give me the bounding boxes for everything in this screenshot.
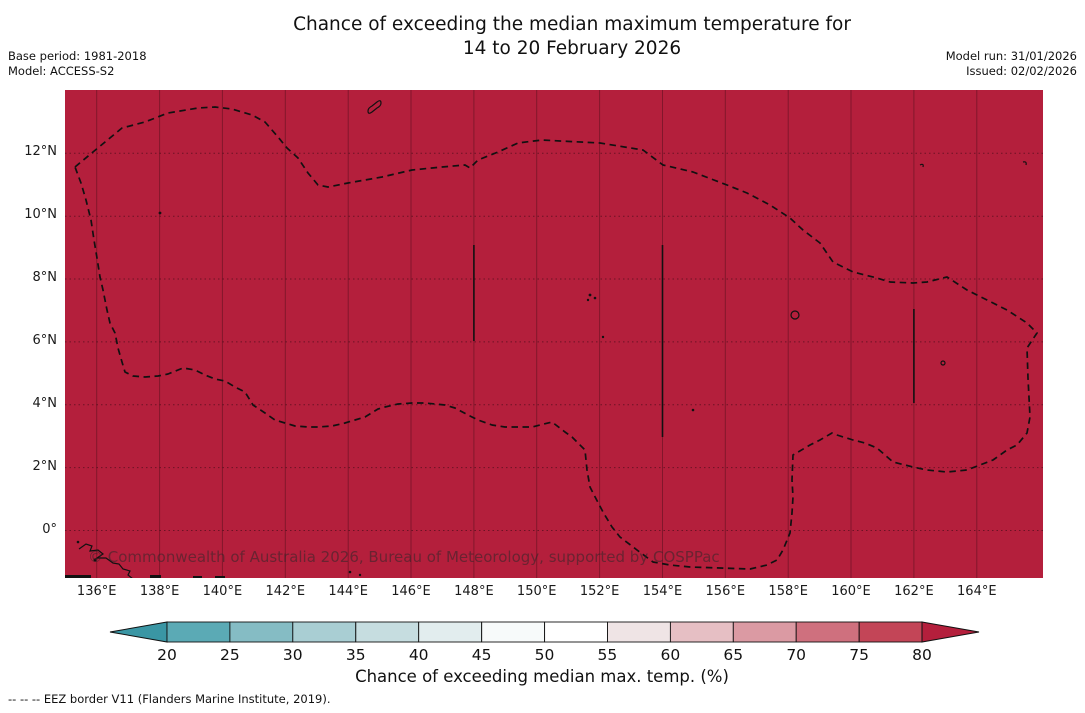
colorbar-tick: 35 xyxy=(345,646,366,664)
title-line-2: 14 to 20 February 2026 xyxy=(462,38,682,59)
x-tick-label: 136°E xyxy=(76,584,117,599)
issued-text: Issued: 02/02/2026 xyxy=(966,64,1077,78)
meta-left: Base period: 1981-2018 Model: ACCESS-S2 xyxy=(8,49,147,79)
colorbar-tick: 60 xyxy=(660,646,681,664)
colorbar-tick: 40 xyxy=(408,646,429,664)
colorbar-segment xyxy=(669,621,734,643)
x-tick-label: 138°E xyxy=(139,584,180,599)
x-tick-label: 164°E xyxy=(957,584,997,599)
colorbar-tick: 45 xyxy=(471,646,492,664)
x-tick-label: 160°E xyxy=(831,584,871,599)
colorbar-segment xyxy=(858,621,923,643)
island-outlines xyxy=(78,100,1027,578)
colorbar-arrow-left xyxy=(109,621,168,643)
colorbar-tick: 55 xyxy=(597,646,618,664)
map-canvas: © Commonwealth of Australia 2026, Bureau… xyxy=(65,90,1043,578)
x-tick-label: 154°E xyxy=(642,584,683,599)
colorbar-segment xyxy=(795,621,860,643)
title-line-1: Chance of exceeding the median maximum t… xyxy=(293,14,851,35)
x-tick-label: 144°E xyxy=(328,584,368,599)
x-tick-label: 142°E xyxy=(265,584,306,599)
base-period-text: Base period: 1981-2018 xyxy=(8,49,147,63)
colorbar xyxy=(109,621,980,643)
colorbar-label: Chance of exceeding median max. temp. (%… xyxy=(355,667,729,686)
longitude-gridlines xyxy=(96,90,978,578)
colorbar-tick: 20 xyxy=(157,646,177,664)
y-tick-label: 2°N xyxy=(32,458,58,474)
eez-border-dashed-line xyxy=(74,106,1038,570)
colorbar-tick: 70 xyxy=(786,646,807,664)
colorbar-tick: 65 xyxy=(723,646,744,664)
x-tick-label: 148°E xyxy=(454,584,494,599)
y-tick-label: 0° xyxy=(42,521,57,537)
colorbar-segment xyxy=(229,621,294,643)
page-title: Chance of exceeding the median maximum t… xyxy=(65,13,1079,61)
x-tick-label: 162°E xyxy=(894,584,934,599)
colorbar-segment xyxy=(292,621,357,643)
colorbar-tick: 75 xyxy=(849,646,869,664)
y-tick-label: 8°N xyxy=(32,270,58,285)
y-tick-label: 4°N xyxy=(32,395,58,411)
y-tick-label: 10°N xyxy=(24,207,57,223)
y-tick-label: 6°N xyxy=(32,332,58,348)
model-run-text: Model run: 31/01/2026 xyxy=(945,49,1077,63)
colorbar-arrow-right xyxy=(921,621,980,643)
colorbar-tick: 80 xyxy=(912,646,932,664)
colorbar-segment xyxy=(732,621,797,643)
x-tick-label: 140°E xyxy=(202,584,243,599)
x-tick-label: 152°E xyxy=(579,584,620,599)
x-tick-label: 150°E xyxy=(516,584,557,599)
colorbar-segment xyxy=(544,621,608,643)
colorbar-segment xyxy=(355,621,420,643)
colorbar-tick: 30 xyxy=(282,646,303,664)
colorbar-segment xyxy=(166,621,231,643)
x-tick-label: 156°E xyxy=(705,584,746,599)
colorbar-tick: 25 xyxy=(220,646,240,664)
model-text: Model: ACCESS-S2 xyxy=(8,64,115,78)
island-dots xyxy=(65,211,695,578)
internal-boundary-lines xyxy=(473,245,915,437)
eez-footnote: -- -- -- EEZ border V11 (Flanders Marine… xyxy=(8,692,331,706)
colorbar-tick: 50 xyxy=(534,646,555,664)
map-overlay xyxy=(65,90,1043,578)
x-tick-label: 146°E xyxy=(391,584,431,599)
latitude-gridlines xyxy=(65,152,1043,531)
colorbar-segment xyxy=(607,621,671,643)
colorbar-segment xyxy=(418,621,483,643)
copyright-watermark: © Commonwealth of Australia 2026, Bureau… xyxy=(88,548,720,566)
x-tick-label: 158°E xyxy=(768,584,808,599)
meta-right: Model run: 31/01/2026 Issued: 02/02/2026 xyxy=(946,49,1077,79)
colorbar-segment xyxy=(481,621,546,643)
y-tick-label: 12°N xyxy=(24,144,57,160)
